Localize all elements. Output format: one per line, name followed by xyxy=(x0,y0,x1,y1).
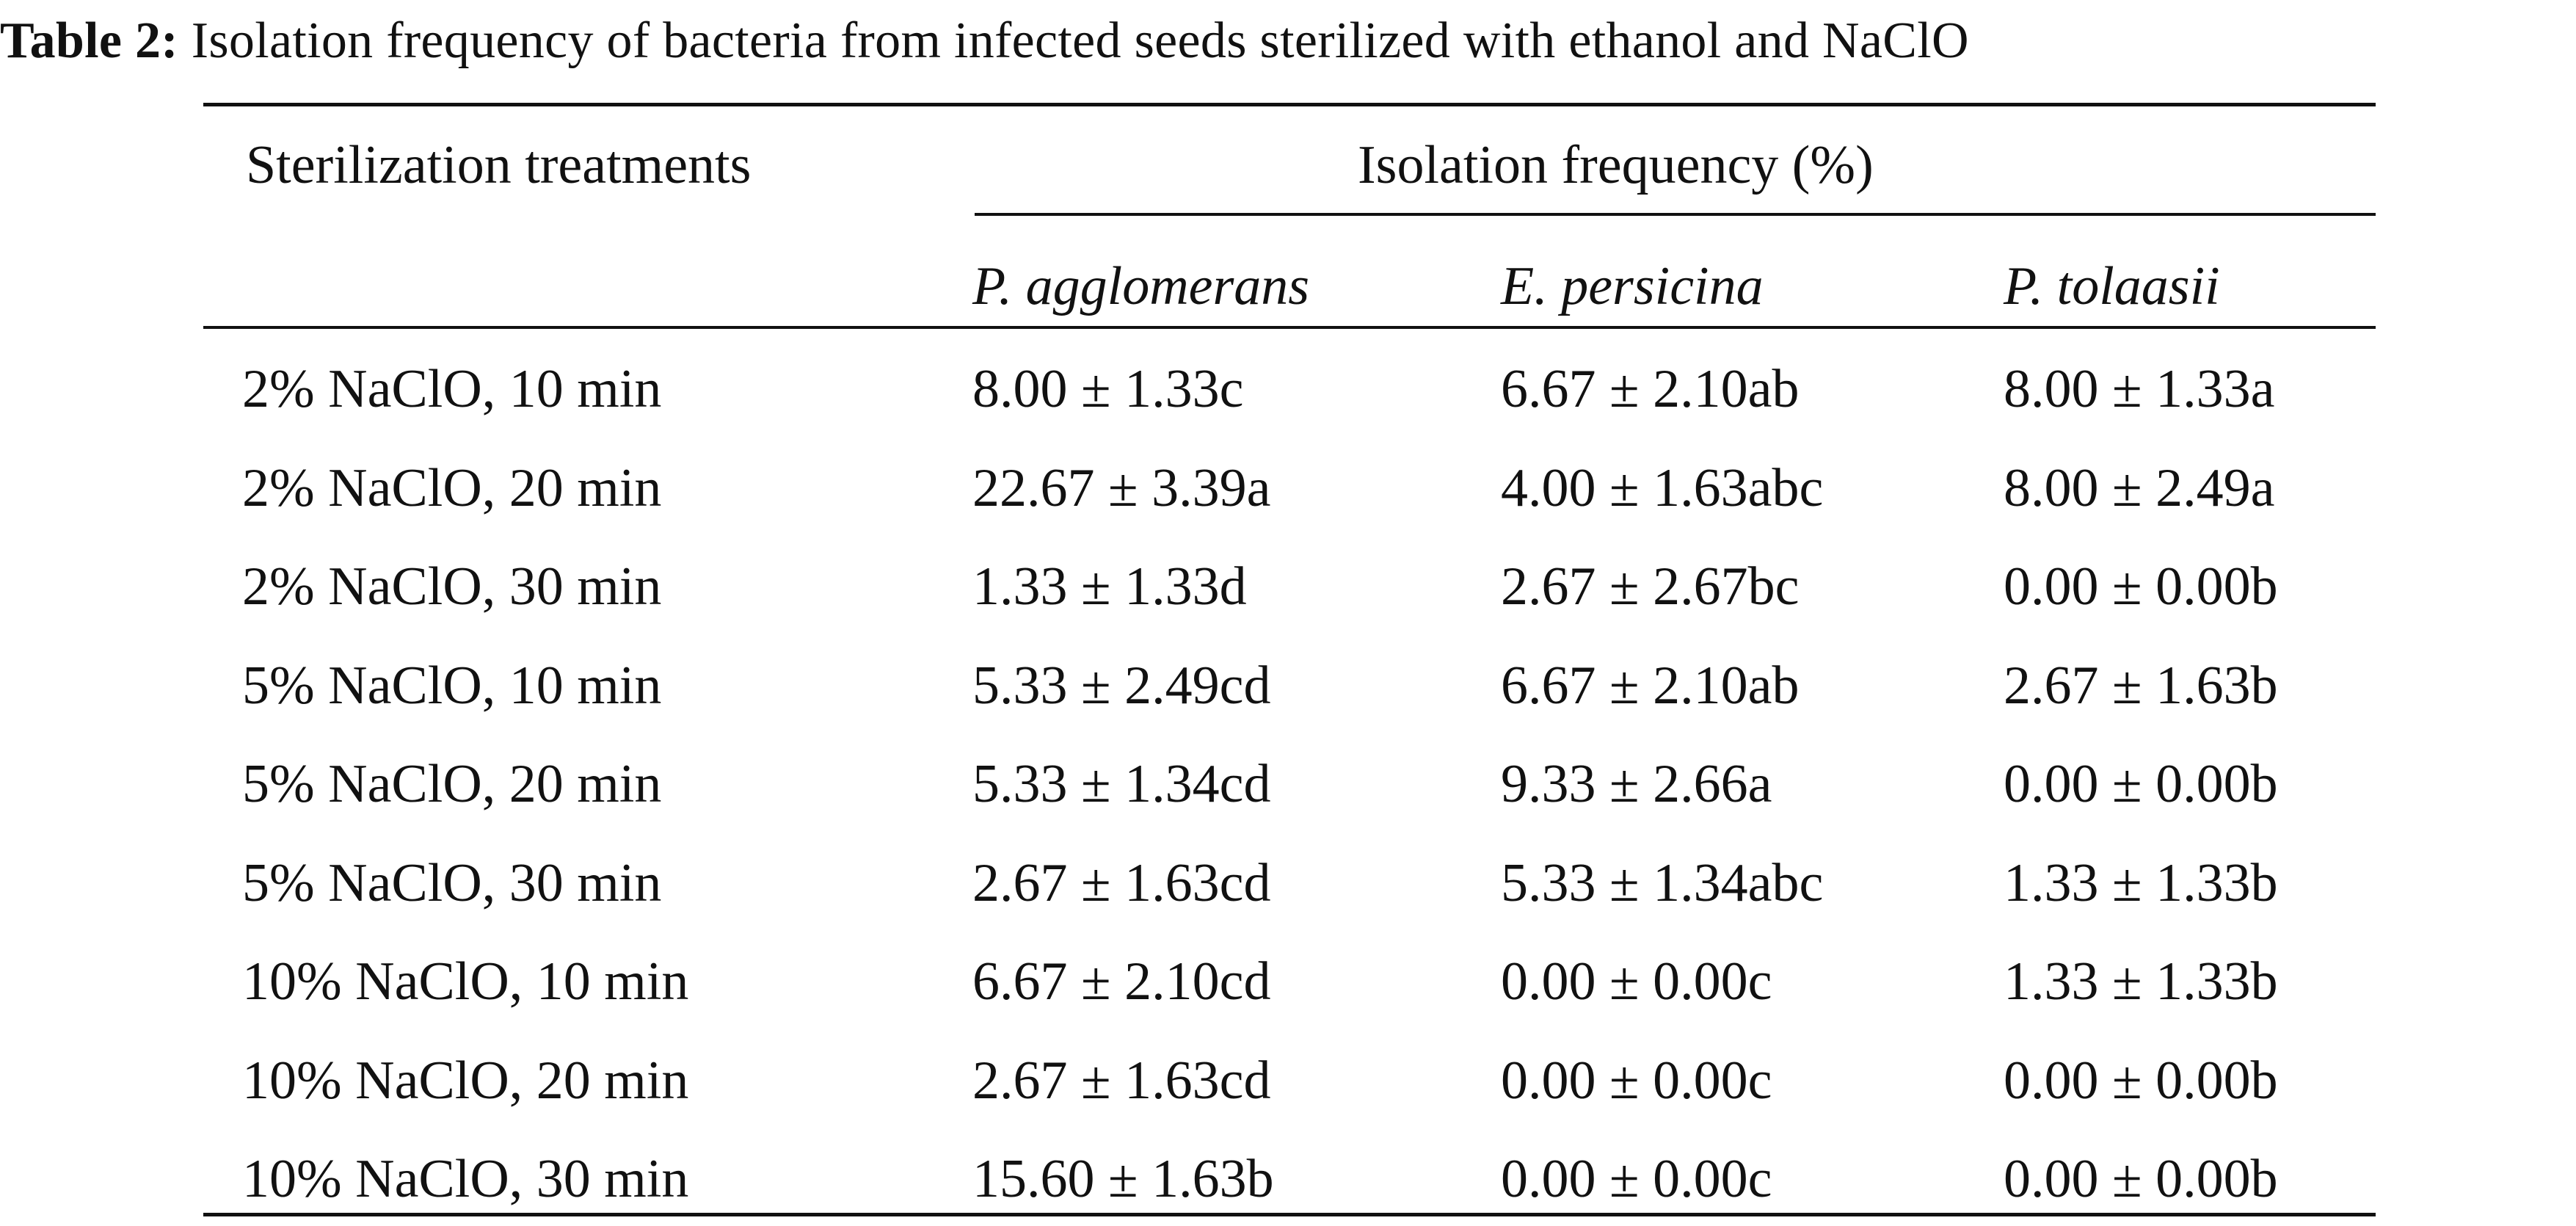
row-value-p-tolaasii: 0.00 ± 0.00b xyxy=(2004,556,2278,617)
row-value-e-persicina: 4.00 ± 1.63abc xyxy=(1501,458,1824,518)
row-value-e-persicina: 2.67 ± 2.67bc xyxy=(1501,556,1800,617)
header-bottom-rule xyxy=(203,326,2376,329)
row-value-p-tolaasii: 2.67 ± 1.63b xyxy=(2004,656,2278,716)
row-value-p-agglomerans: 15.60 ± 1.63b xyxy=(972,1149,1274,1209)
row-value-e-persicina: 6.67 ± 2.10ab xyxy=(1501,656,1800,716)
row-value-p-tolaasii: 0.00 ± 0.00b xyxy=(2004,1149,2278,1209)
header-species-p-tolaasii: P. tolaasii xyxy=(2004,256,2220,316)
row-value-p-agglomerans: 1.33 ± 1.33d xyxy=(972,556,1247,617)
table-bottom-rule xyxy=(203,1213,2376,1216)
row-value-e-persicina: 0.00 ± 0.00c xyxy=(1501,1149,1772,1209)
row-value-p-agglomerans: 2.67 ± 1.63cd xyxy=(972,853,1271,913)
row-treatment: 10% NaClO, 20 min xyxy=(242,1051,689,1111)
row-value-e-persicina: 9.33 ± 2.66a xyxy=(1501,754,1772,814)
row-value-p-tolaasii: 8.00 ± 2.49a xyxy=(2004,458,2275,518)
row-value-p-agglomerans: 5.33 ± 1.34cd xyxy=(972,754,1271,814)
row-value-p-agglomerans: 6.67 ± 2.10cd xyxy=(972,951,1271,1012)
row-value-p-agglomerans: 2.67 ± 1.63cd xyxy=(972,1051,1271,1111)
table-caption-text: Isolation frequency of bacteria from inf… xyxy=(191,12,1969,69)
header-treatments: Sterilization treatments xyxy=(246,135,752,195)
row-value-e-persicina: 0.00 ± 0.00c xyxy=(1501,1051,1772,1111)
row-value-p-tolaasii: 0.00 ± 0.00b xyxy=(2004,1051,2278,1111)
table-caption-label: Table 2: xyxy=(0,12,178,69)
header-species-p-agglomerans: P. agglomerans xyxy=(972,256,1310,316)
row-treatment: 5% NaClO, 10 min xyxy=(242,656,662,716)
header-span-rule xyxy=(975,213,2376,216)
row-treatment: 10% NaClO, 10 min xyxy=(242,951,689,1012)
row-value-p-agglomerans: 5.33 ± 2.49cd xyxy=(972,656,1271,716)
row-value-p-agglomerans: 22.67 ± 3.39a xyxy=(972,458,1271,518)
header-species-e-persicina: E. persicina xyxy=(1501,256,1764,316)
row-value-e-persicina: 0.00 ± 0.00c xyxy=(1501,951,1772,1012)
row-treatment: 2% NaClO, 10 min xyxy=(242,359,662,419)
row-treatment: 10% NaClO, 30 min xyxy=(242,1149,689,1209)
row-value-p-tolaasii: 8.00 ± 1.33a xyxy=(2004,359,2275,419)
row-treatment: 5% NaClO, 30 min xyxy=(242,853,662,913)
row-value-p-tolaasii: 0.00 ± 0.00b xyxy=(2004,754,2278,814)
row-treatment: 2% NaClO, 20 min xyxy=(242,458,662,518)
row-value-p-agglomerans: 8.00 ± 1.33c xyxy=(972,359,1244,419)
row-value-p-tolaasii: 1.33 ± 1.33b xyxy=(2004,951,2278,1012)
header-isolation-frequency: Isolation frequency (%) xyxy=(1358,135,1874,195)
table-caption: Table 2: Isolation frequency of bacteria… xyxy=(0,10,2576,72)
row-treatment: 5% NaClO, 20 min xyxy=(242,754,662,814)
table-top-rule xyxy=(203,103,2376,106)
row-value-e-persicina: 6.67 ± 2.10ab xyxy=(1501,359,1800,419)
row-treatment: 2% NaClO, 30 min xyxy=(242,556,662,617)
row-value-p-tolaasii: 1.33 ± 1.33b xyxy=(2004,853,2278,913)
row-value-e-persicina: 5.33 ± 1.34abc xyxy=(1501,853,1824,913)
